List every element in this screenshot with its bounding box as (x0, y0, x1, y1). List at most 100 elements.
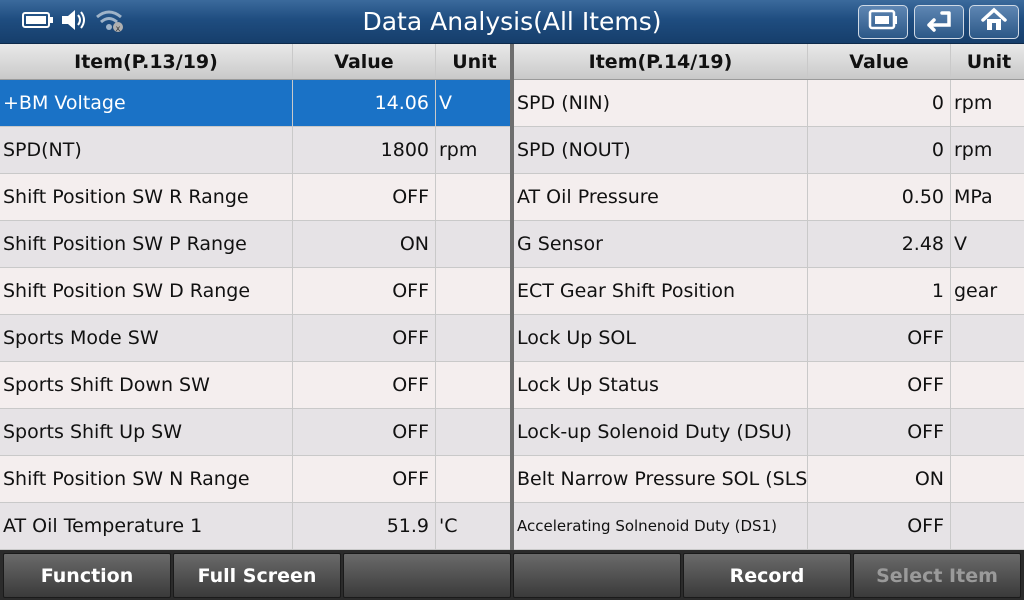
table-row[interactable]: Shift Position SW N Range OFF (0, 456, 510, 503)
table-row[interactable]: G Sensor 2.48 V (514, 221, 1024, 268)
table-row[interactable]: Lock Up SOL OFF (514, 315, 1024, 362)
unit-cell (436, 456, 510, 502)
unit-cell: V (439, 92, 452, 114)
unit-cell (436, 315, 510, 361)
item-cell: SPD (NOUT) (514, 127, 808, 173)
value-cell: 0 (808, 127, 951, 173)
battery-icon (22, 11, 54, 33)
item-cell: Belt Narrow Pressure SOL (SLS) (514, 456, 808, 502)
unit-cell: rpm (954, 92, 993, 114)
value-cell: 0 (808, 80, 951, 126)
table-row[interactable]: Lock Up Status OFF (514, 362, 1024, 409)
column-header-item: Item(P.14/19) (514, 44, 808, 79)
blank-2-button[interactable] (343, 553, 511, 598)
status-icons: x (22, 9, 124, 35)
table-row[interactable]: +BM Voltage 14.06 V (0, 80, 510, 127)
value-cell: 14.06 (293, 80, 436, 126)
column-header-unit: Unit (966, 50, 1012, 73)
record-data-button[interactable] (858, 5, 908, 39)
item-cell: Lock Up SOL (514, 315, 808, 361)
value-cell: OFF (808, 362, 951, 408)
record-icon (868, 8, 898, 36)
item-cell: Lock Up Status (514, 362, 808, 408)
unit-cell: rpm (954, 139, 993, 161)
value-cell: OFF (293, 174, 436, 220)
table-divider (510, 44, 514, 550)
table-row[interactable]: Accelerating Solnenoid Duty (DS1) OFF (514, 503, 1024, 550)
wifi-icon: x (94, 8, 124, 36)
table-row[interactable]: Sports Shift Up SW OFF (0, 409, 510, 456)
value-cell: OFF (293, 268, 436, 314)
table-header: Item(P.14/19) Value Unit (514, 44, 1024, 80)
home-button[interactable] (969, 5, 1019, 39)
unit-cell (951, 315, 1024, 361)
item-cell: Shift Position SW N Range (0, 456, 293, 502)
table-row[interactable]: Lock-up Solenoid Duty (DSU) OFF (514, 409, 1024, 456)
item-cell: AT Oil Temperature 1 (0, 503, 293, 549)
column-header-item: Item(P.13/19) (0, 44, 293, 79)
item-cell: Sports Shift Down SW (0, 362, 293, 408)
select-item-button[interactable]: Select Item (853, 553, 1021, 598)
unit-cell (951, 503, 1024, 549)
item-cell: ECT Gear Shift Position (514, 268, 808, 314)
unit-cell (436, 268, 510, 314)
value-cell: ON (808, 456, 951, 502)
value-cell: OFF (808, 503, 951, 549)
unit-cell: MPa (954, 186, 993, 208)
value-cell: OFF (293, 315, 436, 361)
table-row[interactable]: SPD (NOUT) 0 rpm (514, 127, 1024, 174)
table-header: Item(P.13/19) Value Unit (0, 44, 510, 80)
unit-cell (436, 409, 510, 455)
value-cell: OFF (293, 456, 436, 502)
item-cell: Accelerating Solnenoid Duty (DS1) (514, 503, 808, 549)
item-cell: G Sensor (514, 221, 808, 267)
svg-text:x: x (116, 24, 121, 32)
function-button[interactable]: Function (3, 553, 171, 598)
table-row[interactable]: Belt Narrow Pressure SOL (SLS) ON (514, 456, 1024, 503)
value-cell: 2.48 (808, 221, 951, 267)
unit-cell: V (954, 233, 967, 255)
value-cell: OFF (293, 362, 436, 408)
blank-3-button[interactable] (513, 553, 681, 598)
data-table-right: Item(P.14/19) Value Unit SPD (NIN) 0 rpm SP… (514, 44, 1024, 550)
table-row[interactable]: SPD (NIN) 0 rpm (514, 80, 1024, 127)
title-bar: x Data Analysis(All Items) (0, 0, 1024, 44)
column-header-value: Value (808, 44, 951, 79)
column-header-unit: Unit (452, 50, 497, 73)
unit-cell: 'C (439, 515, 458, 537)
table-row[interactable]: AT Oil Temperature 1 51.9 'C (0, 503, 510, 550)
table-row[interactable]: Sports Shift Down SW OFF (0, 362, 510, 409)
value-cell: OFF (808, 315, 951, 361)
unit-cell (436, 362, 510, 408)
table-row[interactable]: SPD(NT) 1800 rpm (0, 127, 510, 174)
value-cell: OFF (293, 409, 436, 455)
value-cell: OFF (808, 409, 951, 455)
table-row[interactable]: AT Oil Pressure 0.50 MPa (514, 174, 1024, 221)
bottom-toolbar: Function Full Screen Record Select Item (0, 550, 1024, 600)
column-header-value: Value (293, 44, 436, 79)
full-screen-button[interactable]: Full Screen (173, 553, 341, 598)
unit-cell: gear (954, 280, 998, 302)
home-icon (980, 7, 1008, 37)
item-cell: Sports Shift Up SW (0, 409, 293, 455)
record-button[interactable]: Record (683, 553, 851, 598)
table-row[interactable]: ECT Gear Shift Position 1 gear (514, 268, 1024, 315)
item-cell: Sports Mode SW (0, 315, 293, 361)
item-cell: Shift Position SW P Range (0, 221, 293, 267)
item-cell: AT Oil Pressure (514, 174, 808, 220)
table-row[interactable]: Sports Mode SW OFF (0, 315, 510, 362)
item-cell: SPD(NT) (0, 127, 293, 173)
value-cell: 1 (808, 268, 951, 314)
table-row[interactable]: Shift Position SW P Range ON (0, 221, 510, 268)
speaker-icon (60, 9, 88, 35)
item-cell: Shift Position SW D Range (0, 268, 293, 314)
table-row[interactable]: Shift Position SW R Range OFF (0, 174, 510, 221)
table-row[interactable]: Shift Position SW D Range OFF (0, 268, 510, 315)
item-cell: SPD (NIN) (514, 80, 808, 126)
value-cell: 0.50 (808, 174, 951, 220)
data-table-left: Item(P.13/19) Value Unit +BM Voltage 14.0… (0, 44, 510, 550)
unit-cell (951, 409, 1024, 455)
item-cell: Shift Position SW R Range (0, 174, 293, 220)
back-button[interactable] (914, 5, 964, 39)
unit-cell (436, 174, 510, 220)
